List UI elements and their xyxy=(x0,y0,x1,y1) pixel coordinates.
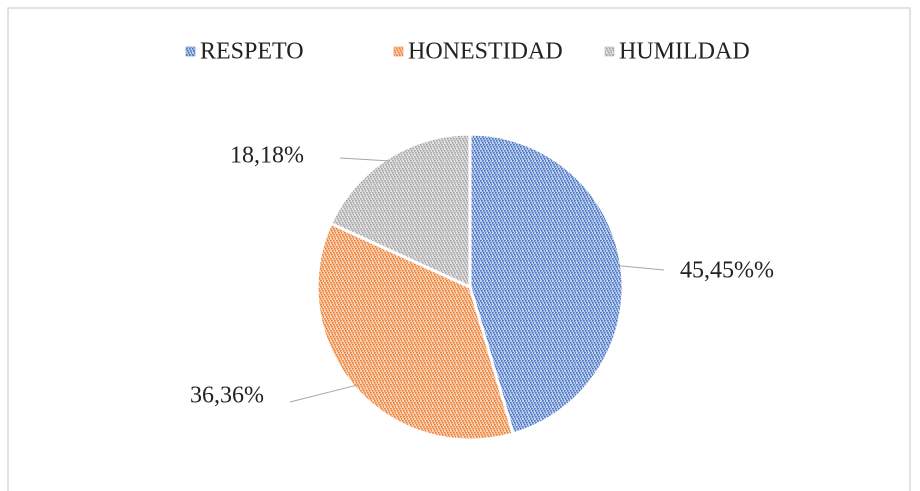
data-label: 45,45%% xyxy=(680,258,774,284)
legend-label: HONESTIDAD xyxy=(408,39,563,65)
leader-line xyxy=(618,265,665,271)
data-label: 36,36% xyxy=(190,383,264,409)
leader-line xyxy=(289,384,357,403)
leader-line xyxy=(339,157,389,162)
pie-slice xyxy=(328,132,472,290)
chart-frame xyxy=(7,7,911,491)
pie-slice xyxy=(468,132,625,436)
legend-label: HUMILDAD xyxy=(619,39,750,65)
data-label: 18,18% xyxy=(230,143,304,169)
legend-marker xyxy=(393,46,404,57)
legend-label: RESPETO xyxy=(200,39,304,65)
legend-marker xyxy=(604,46,615,57)
legend-marker xyxy=(185,46,196,57)
pie-slice xyxy=(315,221,515,442)
